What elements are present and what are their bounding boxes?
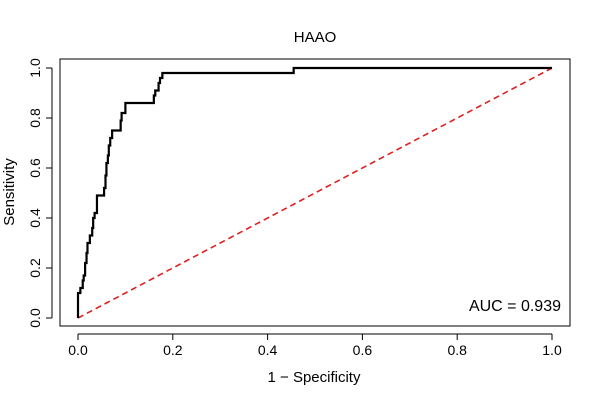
y-tick-label: 0.4 <box>27 208 43 228</box>
y-axis: 0.0 0.2 0.4 0.6 0.8 1.0 <box>27 58 53 328</box>
plot-area-frame <box>59 58 571 327</box>
x-tick-label: 0.2 <box>163 342 183 358</box>
x-tick-label: 0.4 <box>258 342 278 358</box>
x-tick-label: 0.0 <box>68 342 88 358</box>
x-tick-label: 0.6 <box>353 342 373 358</box>
y-tick-label: 1.0 <box>27 58 43 78</box>
series-layer <box>76 66 553 319</box>
chart-title: HAAO <box>294 29 337 46</box>
x-axis-label: 1 − Specificity <box>268 369 361 386</box>
y-axis-label: Sensitivity <box>1 158 18 226</box>
roc-curve <box>76 66 552 318</box>
reference-diagonal-line <box>77 67 553 319</box>
y-tick-label: 0.6 <box>27 158 43 178</box>
y-tick-label: 0.8 <box>27 108 43 128</box>
y-tick-label: 0.2 <box>27 258 43 278</box>
x-tick-label: 1.0 <box>542 342 562 358</box>
y-tick-label: 0.0 <box>27 308 43 328</box>
x-tick-label: 0.8 <box>447 342 467 358</box>
x-axis: 0.0 0.2 0.4 0.6 0.8 1.0 <box>68 333 562 358</box>
auc-annotation: AUC = 0.939 <box>469 298 561 315</box>
